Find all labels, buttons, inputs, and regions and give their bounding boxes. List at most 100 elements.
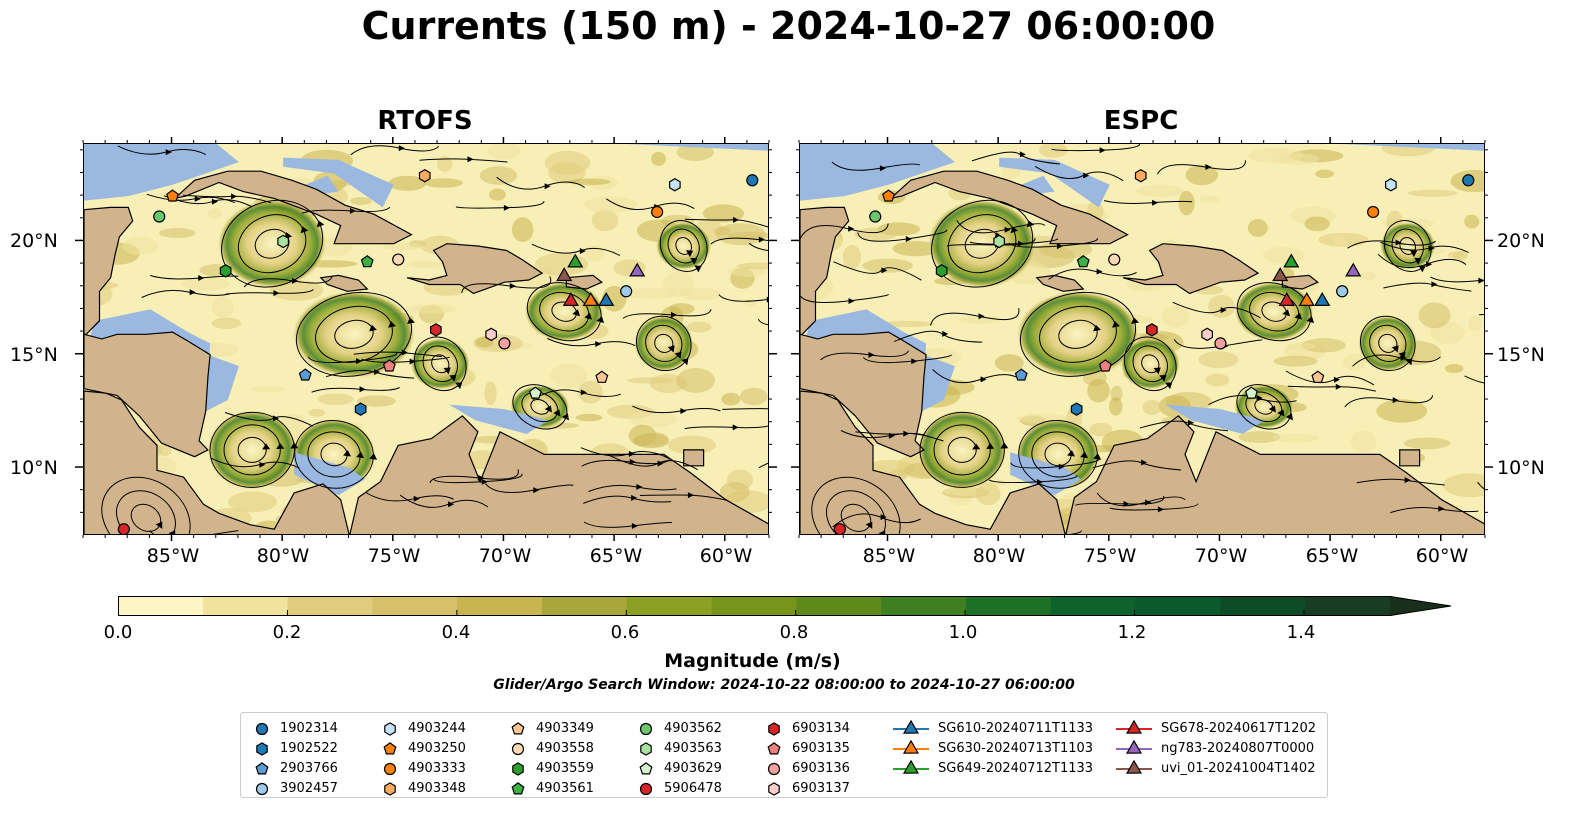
marker-6903136[interactable] <box>1214 337 1227 350</box>
legend-marker[interactable] <box>1125 759 1143 774</box>
marker-1902314[interactable] <box>746 174 759 187</box>
marker-ng783-20240807t0000[interactable] <box>629 262 646 277</box>
marker-4903250[interactable] <box>166 189 180 202</box>
marker-6903135[interactable] <box>1098 359 1112 372</box>
marker-ng783-20240807t0000[interactable] <box>1345 262 1362 277</box>
legend-item-4903244[interactable]: 4903244 <box>381 718 466 738</box>
marker-4903558[interactable] <box>1108 253 1121 266</box>
marker-4903562[interactable] <box>869 210 882 223</box>
legend-marker[interactable] <box>902 759 920 774</box>
legend-item-4903562[interactable]: 4903562 <box>637 718 722 738</box>
legend-item-6903136[interactable]: 6903136 <box>765 758 850 778</box>
marker-4903558[interactable] <box>392 253 405 266</box>
marker-4903562[interactable] <box>153 210 166 223</box>
legend-item-4903563[interactable]: 4903563 <box>637 738 722 758</box>
legend-marker[interactable] <box>902 719 920 734</box>
legend-marker[interactable] <box>639 782 653 796</box>
marker-sg610-20240711t1133[interactable] <box>598 292 615 306</box>
marker-4903629[interactable] <box>528 386 542 399</box>
espc-map[interactable] <box>799 143 1485 535</box>
legend-marker[interactable] <box>383 742 397 755</box>
marker-uvi_01-20241004t1402[interactable] <box>1272 267 1289 282</box>
legend-item-6903137[interactable]: 6903137 <box>765 778 850 798</box>
legend-marker[interactable] <box>511 782 525 795</box>
legend-marker[interactable] <box>639 762 653 775</box>
marker-sg649-20240712t1133[interactable] <box>1283 253 1300 268</box>
marker-4903333[interactable] <box>1367 205 1380 219</box>
marker-6903136[interactable] <box>498 337 511 350</box>
marker-4903629[interactable] <box>1244 386 1258 399</box>
legend-item-4903559[interactable]: 4903559 <box>509 758 594 778</box>
legend-marker[interactable] <box>1125 739 1143 754</box>
legend-marker[interactable] <box>511 722 525 735</box>
marker-4903349[interactable] <box>595 370 609 383</box>
legend-item-sg630-20240713t1103[interactable]: SG630-20240713T1103 <box>893 738 1093 758</box>
legend-marker[interactable] <box>768 782 780 796</box>
legend-marker[interactable] <box>902 739 920 754</box>
marker-4903563[interactable] <box>277 234 289 249</box>
legend-marker[interactable] <box>384 782 396 796</box>
marker-1902314[interactable] <box>1462 174 1475 187</box>
marker-sg678-20240617t1202[interactable] <box>1278 292 1295 306</box>
legend-marker[interactable] <box>767 762 781 776</box>
legend-marker[interactable] <box>639 722 653 736</box>
legend-item-1902522[interactable]: 1902522 <box>253 738 338 758</box>
rtofs-map[interactable] <box>83 143 769 535</box>
marker-sg649-20240712t1133[interactable] <box>567 253 584 268</box>
legend-item-sg678-20240617t1202[interactable]: SG678-20240617T1202 <box>1116 718 1316 738</box>
marker-4903563[interactable] <box>993 234 1005 249</box>
legend-item-6903135[interactable]: 6903135 <box>765 738 850 758</box>
legend-item-1902314[interactable]: 1902314 <box>253 718 338 738</box>
marker-5906478[interactable] <box>117 523 130 535</box>
marker-4903244[interactable] <box>1384 178 1397 192</box>
legend-item-3902457[interactable]: 3902457 <box>253 778 338 798</box>
marker-6903135[interactable] <box>382 359 396 372</box>
marker-5906478[interactable] <box>833 523 846 535</box>
legend-marker[interactable] <box>768 722 780 736</box>
legend-marker[interactable] <box>255 722 269 736</box>
marker-1902522[interactable] <box>1070 402 1083 416</box>
legend-item-4903348[interactable]: 4903348 <box>381 778 466 798</box>
legend-item-4903250[interactable]: 4903250 <box>381 738 466 758</box>
marker-3902457[interactable] <box>1336 285 1349 298</box>
legend-item-sg610-20240711t1133[interactable]: SG610-20240711T1133 <box>893 718 1093 738</box>
marker-sg630-20240713t1103[interactable] <box>1298 292 1315 306</box>
marker-6903134[interactable] <box>1146 323 1158 337</box>
marker-4903348[interactable] <box>1134 169 1147 183</box>
legend-item-ng783-20240807t0000[interactable]: ng783-20240807T0000 <box>1116 738 1314 758</box>
marker-6903134[interactable] <box>430 323 442 337</box>
marker-2903766[interactable] <box>1014 368 1028 381</box>
marker-6903137[interactable] <box>1201 327 1213 342</box>
marker-4903244[interactable] <box>668 178 681 192</box>
legend-item-2903766[interactable]: 2903766 <box>253 758 338 778</box>
marker-6903137[interactable] <box>485 327 497 342</box>
legend-item-4903629[interactable]: 4903629 <box>637 758 722 778</box>
marker-4903250[interactable] <box>882 189 896 202</box>
legend-marker[interactable] <box>255 762 269 775</box>
marker-4903559[interactable] <box>935 264 948 278</box>
legend-item-4903349[interactable]: 4903349 <box>509 718 594 738</box>
marker-2903766[interactable] <box>298 368 312 381</box>
legend-item-6903134[interactable]: 6903134 <box>765 718 850 738</box>
marker-3902457[interactable] <box>620 285 633 298</box>
marker-uvi_01-20241004t1402[interactable] <box>556 267 573 282</box>
marker-sg630-20240713t1103[interactable] <box>582 292 599 306</box>
legend-marker[interactable] <box>1125 719 1143 734</box>
marker-4903348[interactable] <box>418 169 431 183</box>
legend-marker[interactable] <box>640 742 652 756</box>
marker-sg610-20240711t1133[interactable] <box>1314 292 1331 306</box>
legend-marker[interactable] <box>383 762 397 776</box>
marker-4903561[interactable] <box>1076 255 1090 268</box>
legend-marker[interactable] <box>512 762 524 776</box>
legend-marker[interactable] <box>384 722 396 736</box>
legend-item-4903333[interactable]: 4903333 <box>381 758 466 778</box>
marker-1902522[interactable] <box>354 402 367 416</box>
marker-4903349[interactable] <box>1311 370 1325 383</box>
legend-item-uvi_01-20241004t1402[interactable]: uvi_01-20241004T1402 <box>1116 758 1315 778</box>
legend-item-5906478[interactable]: 5906478 <box>637 778 722 798</box>
legend-marker[interactable] <box>511 742 525 756</box>
marker-4903559[interactable] <box>219 264 232 278</box>
legend-marker[interactable] <box>256 742 268 756</box>
legend-item-4903558[interactable]: 4903558 <box>509 738 594 758</box>
marker-4903561[interactable] <box>360 255 374 268</box>
